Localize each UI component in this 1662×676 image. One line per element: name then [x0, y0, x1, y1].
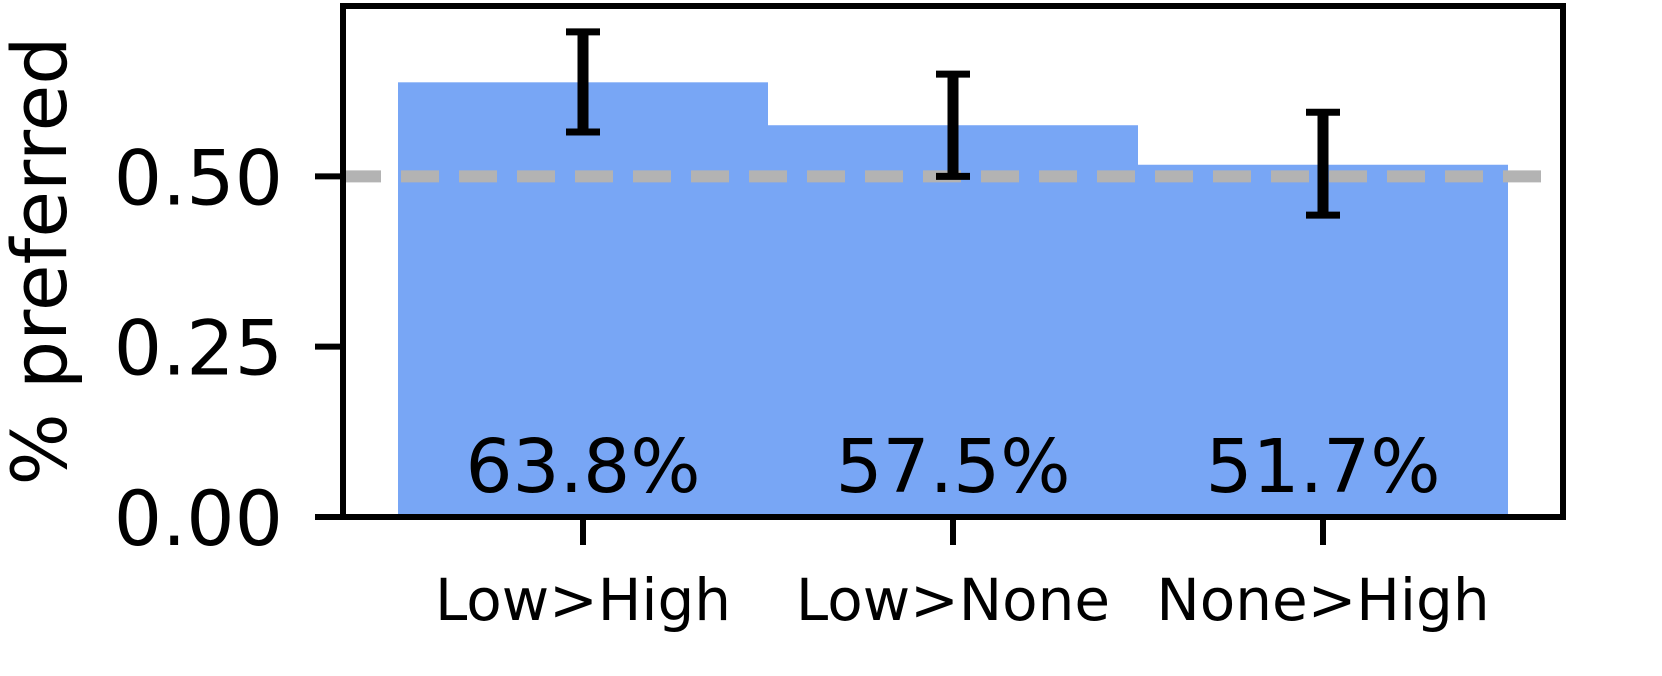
bar-value-label-3: 51.7%	[1205, 424, 1440, 510]
x-tick-label-2: Low>None	[796, 566, 1110, 634]
y-tick-label-2: 0.25	[114, 304, 283, 393]
x-tick-label-1: Low>High	[435, 566, 731, 634]
x-axis: Low>High Low>None None>High	[435, 517, 1490, 634]
y-axis-title: % preferred	[0, 37, 84, 486]
bar-labels-group: 63.8% 57.5% 51.7%	[465, 424, 1440, 510]
bar-3	[1138, 164, 1508, 517]
bar-value-label-2: 57.5%	[835, 424, 1070, 510]
y-tick-label-1: 0.00	[114, 474, 283, 563]
x-tick-label-3: None>High	[1156, 566, 1489, 634]
bar-value-label-1: 63.8%	[465, 424, 700, 510]
bar-2	[768, 125, 1138, 517]
y-tick-label-3: 0.50	[114, 133, 283, 222]
y-axis: 0.00 0.25 0.50	[114, 133, 343, 563]
bars-group	[398, 82, 1508, 518]
bar-1	[398, 82, 768, 518]
error-bars-group	[566, 28, 1340, 219]
